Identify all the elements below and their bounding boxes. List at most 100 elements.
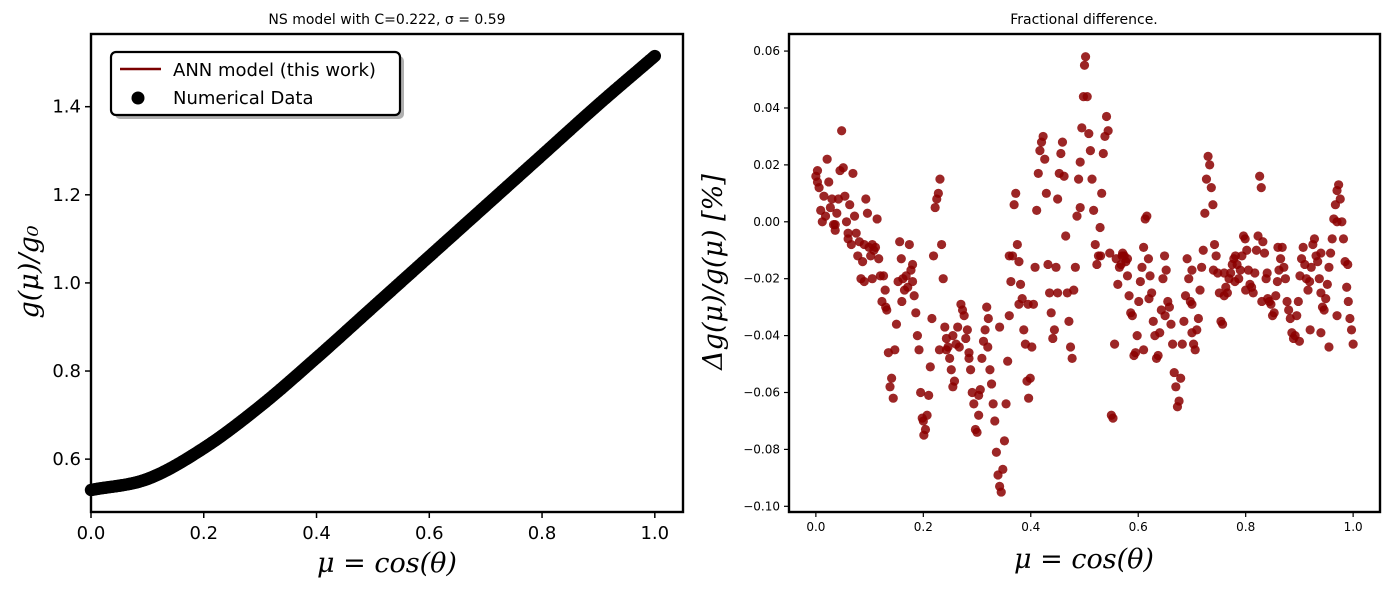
- fractional-difference-point: [1316, 328, 1326, 338]
- fractional-difference-point: [1332, 311, 1342, 321]
- fractional-difference-point: [1079, 60, 1090, 70]
- right-y-axis-label: Δg(μ)/g(μ) [%]: [698, 174, 729, 371]
- fractional-difference-point: [1025, 373, 1035, 383]
- fractional-difference-point: [983, 342, 993, 352]
- fractional-difference-point: [887, 373, 897, 383]
- fractional-difference-point: [1051, 262, 1061, 272]
- fractional-difference-point: [1130, 348, 1141, 358]
- fractional-difference-point: [1168, 339, 1178, 349]
- fractional-difference-point: [925, 362, 935, 372]
- legend-label-numerical: Numerical Data: [173, 88, 314, 109]
- fractional-difference-point: [1053, 194, 1063, 204]
- fractional-difference-point: [935, 174, 945, 184]
- fractional-difference-point: [1073, 174, 1084, 184]
- fractional-difference-point: [1279, 262, 1289, 272]
- fractional-difference-point: [920, 424, 931, 435]
- fractional-difference-point: [838, 163, 848, 173]
- fractional-difference-point: [1064, 316, 1074, 326]
- fractional-difference-point: [1303, 285, 1313, 295]
- fractional-difference-point: [1271, 291, 1281, 301]
- fractional-difference-point: [1257, 296, 1267, 307]
- fractional-difference-point: [1284, 305, 1294, 315]
- fractional-difference-point: [1345, 313, 1355, 324]
- fractional-difference-point: [1153, 350, 1163, 361]
- fractional-difference-point: [870, 242, 881, 252]
- fractional-difference-point: [1235, 265, 1245, 275]
- fractional-difference-point: [1258, 237, 1268, 247]
- fractional-difference-point: [946, 365, 956, 375]
- fractional-difference-point: [1208, 265, 1219, 275]
- fractional-difference-point: [1205, 160, 1215, 170]
- fractional-difference-point: [1203, 151, 1213, 161]
- fractional-difference-point: [812, 177, 823, 187]
- fractional-difference-point: [1313, 257, 1323, 267]
- fractional-difference-point: [1348, 339, 1358, 349]
- fractional-difference-point: [1132, 331, 1142, 341]
- fractional-difference-point: [1314, 274, 1324, 284]
- fractional-difference-point: [1087, 174, 1097, 184]
- fractional-difference-point: [1137, 262, 1147, 272]
- fractional-difference-point: [1250, 268, 1260, 278]
- fractional-difference-point: [1014, 299, 1024, 309]
- fractional-difference-point: [1089, 205, 1099, 215]
- fractional-difference-point: [1135, 276, 1145, 287]
- fractional-difference-point: [1124, 291, 1134, 301]
- left-x-tick-label: 0.6: [415, 523, 444, 544]
- fractional-difference-point: [1117, 251, 1127, 261]
- fractional-difference-point: [1240, 234, 1250, 244]
- fractional-difference-point: [972, 427, 982, 437]
- fractional-difference-point: [964, 353, 974, 363]
- fractional-difference-point: [991, 447, 1001, 457]
- fractional-difference-point: [1280, 274, 1291, 284]
- fractional-difference-point: [1343, 259, 1353, 270]
- fractional-difference-point: [1166, 319, 1176, 329]
- fractional-difference-point: [1266, 299, 1276, 309]
- fractional-difference-point: [1006, 276, 1016, 287]
- fractional-difference-point: [1027, 342, 1037, 352]
- fractional-difference-point: [1032, 205, 1042, 215]
- fractional-difference-point: [1256, 183, 1266, 193]
- fractional-difference-point: [1038, 131, 1048, 142]
- fractional-difference-point: [1182, 254, 1192, 264]
- fractional-difference-point: [1276, 254, 1286, 264]
- fractional-difference-point: [936, 239, 947, 250]
- fractional-difference-point: [930, 202, 940, 213]
- fractional-difference-point: [1230, 276, 1240, 287]
- fractional-difference-point: [848, 168, 858, 179]
- fractional-difference-point: [995, 322, 1005, 332]
- right-chart-title: Fractional difference.: [1010, 12, 1158, 28]
- fractional-difference-point: [1248, 288, 1258, 298]
- fractional-difference-point: [1148, 316, 1158, 326]
- fractional-difference-point: [928, 251, 939, 261]
- right-x-axis-label: μ = cos(θ): [1014, 544, 1154, 575]
- fractional-difference-point: [1012, 239, 1022, 250]
- fractional-difference-point: [1070, 262, 1080, 272]
- ann-model-line-group: [90, 55, 656, 492]
- fractional-difference-point: [891, 319, 902, 329]
- fractional-difference-point: [1019, 325, 1029, 335]
- fractional-difference-point: [1159, 251, 1170, 261]
- fractional-difference-point: [1075, 157, 1085, 167]
- legend-box: [109, 50, 402, 117]
- fractional-difference-point: [1211, 251, 1221, 261]
- fractional-difference-point: [1035, 146, 1045, 156]
- fractional-difference-point: [1065, 342, 1076, 352]
- fractional-difference-point: [999, 436, 1010, 446]
- fractional-difference-point: [907, 259, 918, 270]
- fractional-difference-point: [1198, 245, 1208, 255]
- fractional-difference-point: [1335, 194, 1345, 204]
- fractional-difference-point: [983, 313, 993, 324]
- fractional-difference-point: [846, 239, 856, 250]
- fractional-difference-point: [1011, 188, 1021, 198]
- fractional-difference-points: [811, 52, 1358, 497]
- fractional-difference-point: [1306, 262, 1316, 272]
- fractional-difference-point: [895, 237, 905, 247]
- fractional-difference-point: [820, 211, 831, 221]
- fractional-difference-point: [1187, 265, 1197, 275]
- fractional-difference-point: [1177, 339, 1187, 349]
- fractional-difference-point: [959, 311, 969, 321]
- fractional-difference-point: [1113, 279, 1123, 289]
- fractional-difference-point: [988, 399, 998, 409]
- fractional-difference-point: [1321, 294, 1331, 304]
- fractional-difference-point: [874, 254, 884, 264]
